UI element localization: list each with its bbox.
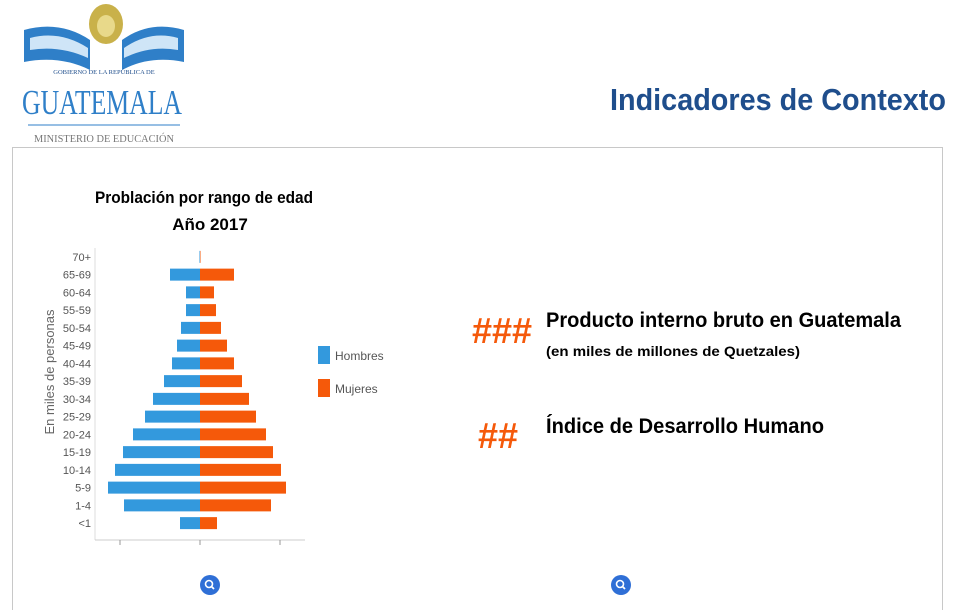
indicator-value: ### [472,310,532,351]
bar [200,304,216,317]
bar [200,481,286,494]
bar [186,286,200,299]
pyramid-chart: 70+ 65-69 60-64 55-59 50-54 45-49 40-44 35-39 30… [63,248,384,545]
bar [200,517,217,530]
bar [200,499,271,512]
panel [12,147,943,610]
legend-label: Mujeres [335,382,378,396]
y-tick-label: 30-34 [63,394,91,406]
bar [200,375,242,388]
y-tick-label: 20-24 [63,429,91,441]
y-tick-label: 70+ [72,252,91,264]
bar [108,481,200,494]
y-tick-label: 35-39 [63,376,91,388]
bar [170,268,200,281]
logo-line1: GOBIERNO DE LA REPÚBLICA DE [53,68,155,76]
logo: GOBIERNO DE LA REPÚBLICA DE GUATEMALA MI… [22,4,184,145]
y-tick-label: 45-49 [63,341,91,353]
indicator-label: Producto interno bruto en Guatemala [546,309,901,332]
bar [200,250,201,263]
y-tick-label: 40-44 [63,358,91,370]
bar [200,428,266,441]
bar [123,446,200,459]
bar [153,392,200,405]
bar [200,357,234,370]
y-tick-label: 60-64 [63,287,91,299]
indicator-note: (en miles de millones de Quetzales) [546,343,800,359]
y-tick-label: 10-14 [63,465,91,477]
y-tick-label: 50-54 [63,323,91,335]
chart-subtitle: Año 2017 [172,215,248,234]
bar [200,321,221,334]
logo-ministry: MINISTERIO DE EDUCACIÓN [34,133,174,145]
logo-name: GUATEMALA [22,83,183,122]
bar [200,463,281,476]
y-tick-label: 1-4 [75,500,91,512]
bar [133,428,200,441]
y-tick-label: 25-29 [63,412,91,424]
y-tick-label: 65-69 [63,270,91,282]
y-tick-label: 15-19 [63,447,91,459]
bar [115,463,200,476]
search-button[interactable] [611,575,631,595]
y-tick-label: 55-59 [63,305,91,317]
indicator-value: ## [478,415,518,456]
search-button[interactable] [200,575,220,595]
flag-stripe [30,35,88,58]
y-tick-label: <1 [78,518,91,530]
y-axis-label: En miles de personas [42,309,57,435]
chart-title: Problación por rango de edad [95,188,313,207]
legend-swatch [318,346,330,364]
indicator-label: Índice de Desarrollo Humano [546,415,824,438]
bar [200,339,227,352]
bar [180,517,200,530]
bar [200,268,234,281]
legend-label: Hombres [335,349,384,363]
y-tick-label: 5-9 [75,483,91,495]
legend-swatch [318,379,330,397]
bar [181,321,200,334]
bar [200,286,214,299]
bar [200,410,256,423]
bar [177,339,200,352]
flag-stripe [124,35,178,58]
bar [145,410,200,423]
bar [186,304,200,317]
bar [164,375,200,388]
bar [172,357,200,370]
bar [200,392,249,405]
bar [124,499,200,512]
page-title: Indicadores de Contexto [610,82,946,117]
bar [199,250,200,263]
bar [200,446,273,459]
emblem-center [97,15,115,37]
